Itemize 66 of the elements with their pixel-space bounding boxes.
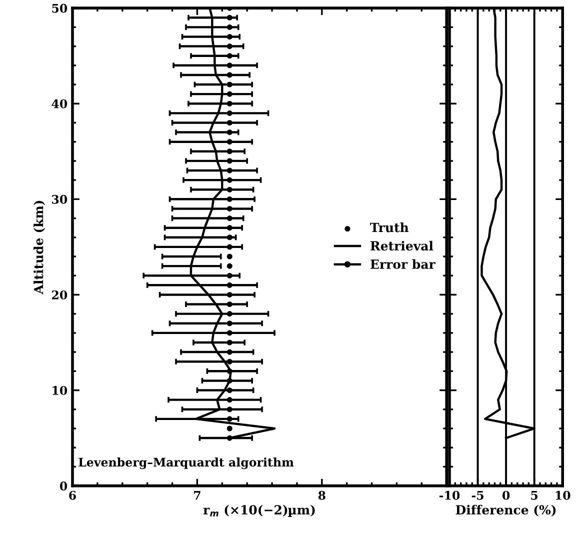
point (226, 340, 232, 346)
annotation: Levenberg–Marquardt algorithm (78, 458, 294, 470)
x-tick-label: -5 (472, 491, 484, 500)
y-tick-label: 10 (52, 386, 68, 395)
point (226, 397, 232, 403)
point (226, 292, 232, 298)
y-tick-label: 0 (60, 482, 68, 490)
point (226, 282, 232, 288)
point (226, 263, 232, 269)
point (226, 349, 232, 355)
x-axis-title: Difference (%) (456, 504, 556, 516)
point (226, 53, 232, 59)
legend-label: Truth (370, 222, 409, 232)
y-tick-label: 30 (52, 194, 68, 204)
point (226, 435, 232, 441)
point (226, 358, 232, 364)
point (226, 100, 232, 106)
point (226, 387, 232, 394)
point (226, 378, 232, 384)
x-tick-label: -10 (439, 490, 460, 500)
point (226, 34, 232, 40)
point (226, 206, 232, 212)
point (226, 311, 232, 317)
x-tick-label: 8 (318, 490, 326, 500)
point (226, 234, 232, 240)
x-tick-label: 0 (502, 490, 510, 500)
point (226, 82, 232, 88)
point (226, 406, 232, 412)
y-tick-label: 20 (52, 290, 68, 300)
x-tick-label: 10 (556, 490, 570, 500)
point (226, 216, 232, 222)
point (226, 110, 232, 116)
point (226, 91, 232, 97)
legend-label: Retrieval (370, 240, 434, 251)
point (226, 177, 232, 183)
point (226, 120, 232, 126)
point (226, 158, 232, 164)
point (226, 148, 232, 154)
point (226, 320, 232, 326)
point (226, 301, 232, 308)
point (226, 130, 232, 136)
point (226, 416, 232, 422)
y-tick-label: 50 (52, 4, 68, 13)
x-axis-title: r$_{m}$ (×10(−2)µm) (203, 504, 315, 517)
point (226, 24, 232, 30)
point (226, 72, 232, 78)
point (226, 62, 232, 68)
y-tick-label: 40 (52, 99, 68, 108)
point (226, 225, 232, 231)
point (226, 139, 232, 145)
x-tick-label: 5 (531, 491, 538, 500)
point (226, 330, 232, 336)
annotation: Error bar (370, 259, 436, 269)
point (226, 168, 232, 174)
point (226, 254, 232, 260)
point (226, 196, 232, 202)
point (226, 244, 232, 250)
point (226, 272, 232, 278)
point (226, 14, 232, 20)
point (226, 186, 232, 192)
x-tick-label: 7 (194, 491, 200, 500)
point (226, 426, 232, 432)
y-axis-title: Altitude (km) (34, 200, 46, 294)
point (226, 44, 232, 50)
point (226, 368, 232, 374)
x-tick-label: 6 (69, 490, 76, 500)
